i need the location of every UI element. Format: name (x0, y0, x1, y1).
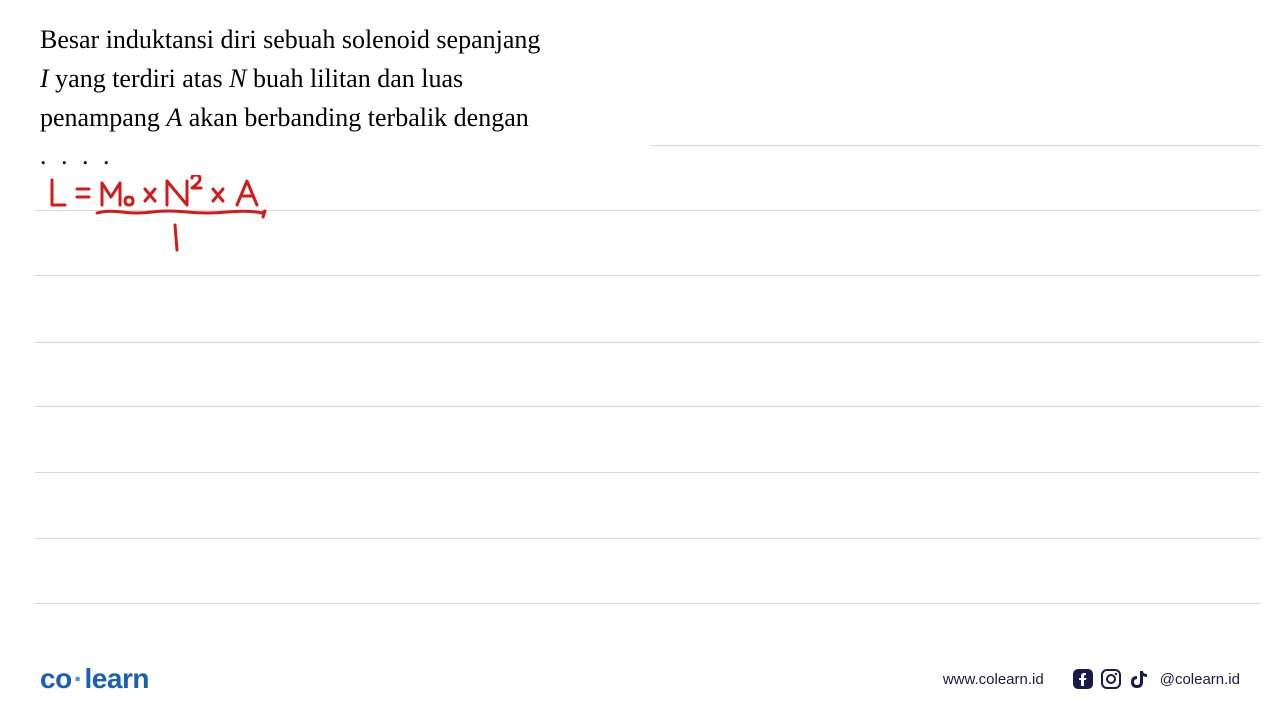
social-handle: @colearn.id (1160, 671, 1240, 688)
ruled-line (35, 538, 1260, 539)
logo-learn: learn (85, 663, 149, 694)
question-line3-text2: akan berbanding terbalik dengan (182, 103, 529, 132)
tiktok-icon (1128, 668, 1150, 690)
ruled-line (35, 472, 1260, 473)
question-text: Besar induktansi diri sebuah solenoid se… (40, 20, 600, 137)
instagram-icon (1100, 668, 1122, 690)
question-variable-A: A (166, 103, 182, 132)
footer: co·learn www.colearn.id @colearn.id (40, 663, 1240, 695)
question-line2-text1: yang terdiri atas (49, 64, 230, 93)
ruled-line (35, 406, 1260, 407)
social-icons: @colearn.id (1072, 668, 1240, 690)
question-line3-text1: penampang (40, 103, 166, 132)
question-line2-text2: buah lilitan dan luas (247, 64, 464, 93)
content-area: Besar induktansi diri sebuah solenoid se… (40, 20, 1240, 171)
ruled-line (35, 275, 1260, 276)
footer-right: www.colearn.id @colearn.id (943, 668, 1240, 690)
ruled-line (35, 342, 1260, 343)
question-variable-N: N (229, 64, 246, 93)
handwritten-equation (47, 175, 307, 275)
question-dots: . . . . (40, 141, 1240, 171)
website-url: www.colearn.id (943, 671, 1044, 688)
logo-co: co (40, 663, 72, 694)
facebook-icon (1072, 668, 1094, 690)
question-variable-I: I (40, 64, 49, 93)
question-line1: Besar induktansi diri sebuah solenoid se… (40, 25, 540, 54)
colearn-logo: co·learn (40, 663, 149, 695)
ruled-line (35, 603, 1260, 604)
logo-dot: · (74, 663, 83, 694)
